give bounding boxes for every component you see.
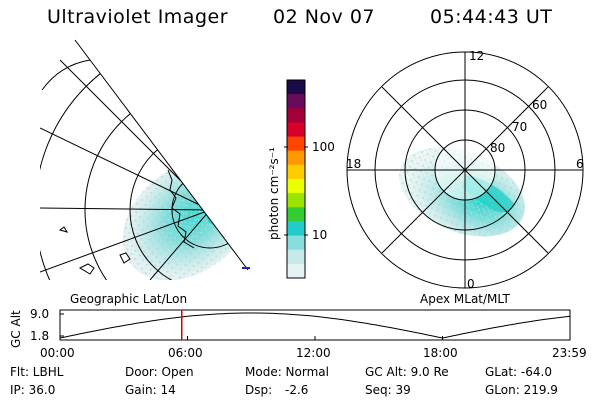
colorbar-segment <box>287 221 305 237</box>
colorbar-segment <box>287 150 305 166</box>
colorbar-label-10: 10 <box>312 228 327 242</box>
mode-status: Mode: Normal <box>245 365 329 379</box>
mlt-label-6: 6 <box>576 157 584 171</box>
colorbar-segment <box>287 108 305 123</box>
lat-label-80: 80 <box>490 141 505 155</box>
apex-caption: Apex MLat/MLT <box>420 292 510 306</box>
gain-status: Gain: 14 <box>125 383 176 397</box>
app-title: Ultraviolet Imager <box>47 6 229 28</box>
altitude-plot-frame <box>59 309 571 341</box>
colorbar-segment <box>287 136 305 152</box>
altitude-xtick-2359: 23:59 <box>552 346 587 360</box>
altitude-ytick-1-8: 1.8 <box>30 329 49 343</box>
mlt-label-12: 12 <box>469 49 484 63</box>
aurora-emission-left <box>122 159 248 280</box>
date-label: 02 Nov 07 <box>273 6 376 28</box>
seq-status: Seq: 39 <box>365 383 411 397</box>
altitude-ticks <box>60 313 443 340</box>
glon-status: GLon: 219.9 <box>485 383 558 397</box>
colorbar <box>286 79 306 279</box>
gc-alt-status: GC Alt: 9.0 Re <box>365 365 449 379</box>
filter-status: Flt: LBHL <box>10 365 64 379</box>
colorbar-label-100: 100 <box>312 140 335 154</box>
colorbar-segment <box>287 193 305 208</box>
colorbar-segment <box>287 164 305 180</box>
status-block: Flt: LBHL Door: Open Mode: Normal GC Alt… <box>10 365 558 397</box>
colorbar-segment <box>287 122 305 138</box>
colorbar-unit-label: photon cm⁻²s⁻¹ <box>267 147 281 240</box>
colorbar-segment <box>287 235 305 251</box>
mlt-label-18: 18 <box>346 157 361 171</box>
lat-label-60: 60 <box>532 98 547 112</box>
colorbar-frame <box>286 79 306 279</box>
altitude-xtick-0000: 00:00 <box>40 346 75 360</box>
colorbar-segment <box>287 263 305 279</box>
altitude-xtick-1800: 18:00 <box>423 346 458 360</box>
polar-grid <box>346 51 584 289</box>
time-label: 05:44:43 UT <box>430 6 553 28</box>
glat-status: GLat: -64.0 <box>485 365 552 379</box>
altitude-xtick-0600: 06:00 <box>168 346 203 360</box>
door-status: Door: Open <box>125 365 194 379</box>
altitude-curve <box>59 312 571 339</box>
altitude-xtick-1200: 12:00 <box>296 346 331 360</box>
dsp-value: -2.6 <box>285 383 308 397</box>
limb-edge <box>74 39 249 271</box>
dsp-label: Dsp: <box>245 383 272 397</box>
lat-label-70: 70 <box>512 120 527 134</box>
geographic-caption: Geographic Lat/Lon <box>70 292 187 306</box>
colorbar-segment <box>287 94 305 109</box>
colorbar-segment <box>287 249 305 265</box>
mlt-label-0: 0 <box>467 277 475 291</box>
altitude-panel: GC Alt 9.0 1.8 00:00 06:00 12:00 18:00 2… <box>9 307 587 360</box>
polar-map: 12 18 6 0 60 70 80 <box>346 49 584 291</box>
colorbar-segment <box>287 207 305 222</box>
colorbar-segment <box>287 80 305 95</box>
colorbar-segment <box>287 179 305 194</box>
altitude-ylabel: GC Alt <box>9 310 23 348</box>
ip-status: IP: 36.0 <box>10 383 55 397</box>
altitude-ytick-9: 9.0 <box>30 307 49 321</box>
